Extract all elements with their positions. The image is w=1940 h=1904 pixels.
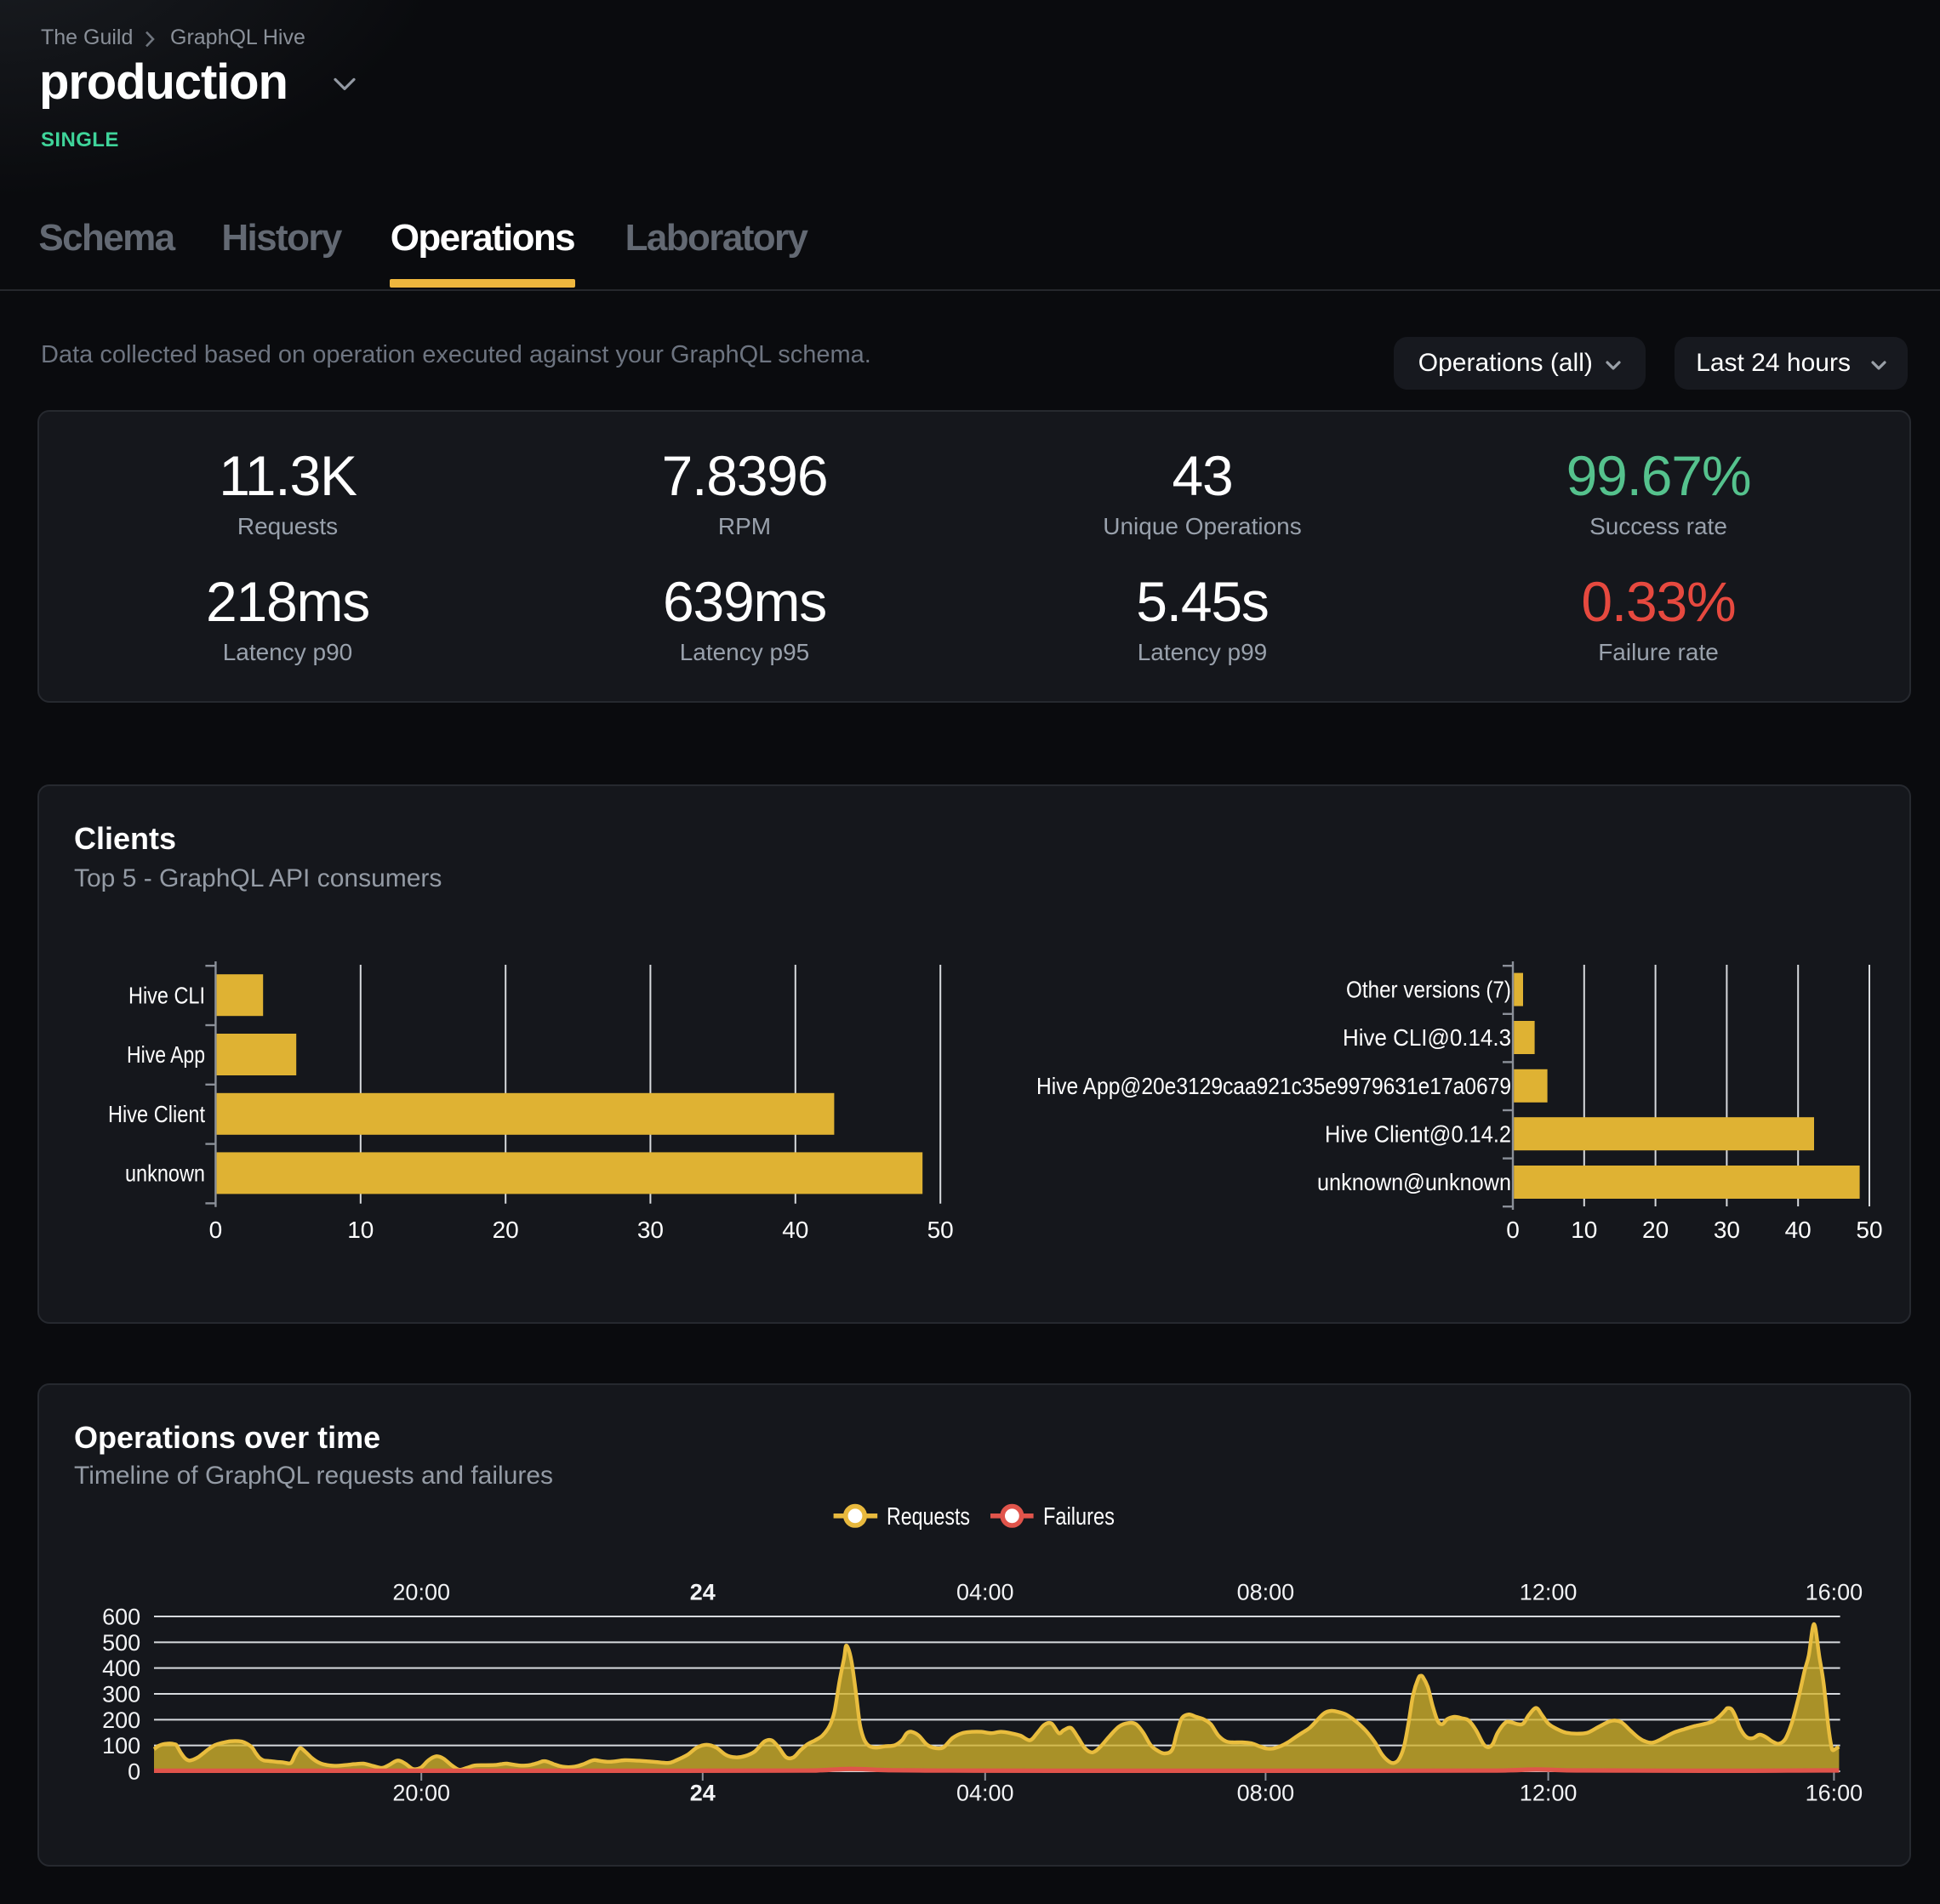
svg-text:24: 24	[690, 1781, 716, 1806]
svg-text:04:00: 04:00	[956, 1580, 1014, 1605]
svg-text:10: 10	[1571, 1217, 1597, 1243]
svg-text:24: 24	[690, 1580, 716, 1605]
svg-text:08:00: 08:00	[1237, 1781, 1295, 1806]
svg-text:400: 400	[102, 1656, 140, 1681]
svg-text:10: 10	[347, 1217, 374, 1243]
svg-text:300: 300	[102, 1682, 140, 1707]
svg-text:30: 30	[1714, 1217, 1740, 1243]
svg-text:Hive App@20e3129caa921c35e9979: Hive App@20e3129caa921c35e9979631e17a067…	[1036, 1073, 1511, 1099]
svg-text:20: 20	[1642, 1217, 1669, 1243]
svg-text:50: 50	[927, 1217, 954, 1243]
svg-text:40: 40	[1785, 1217, 1812, 1243]
svg-text:0: 0	[1506, 1217, 1520, 1243]
svg-text:600: 600	[102, 1605, 140, 1630]
svg-text:Hive Client@0.14.2: Hive Client@0.14.2	[1325, 1120, 1511, 1147]
svg-text:Hive App: Hive App	[127, 1041, 205, 1068]
svg-text:20:00: 20:00	[392, 1781, 450, 1806]
svg-text:16:00: 16:00	[1806, 1580, 1863, 1605]
svg-text:Hive CLI: Hive CLI	[128, 982, 205, 1008]
svg-text:500: 500	[102, 1630, 140, 1656]
svg-text:200: 200	[102, 1707, 140, 1733]
svg-text:04:00: 04:00	[956, 1781, 1014, 1806]
svg-text:20:00: 20:00	[392, 1580, 450, 1605]
svg-text:unknown: unknown	[125, 1160, 205, 1187]
svg-text:40: 40	[782, 1217, 808, 1243]
svg-text:Hive CLI@0.14.3: Hive CLI@0.14.3	[1343, 1024, 1511, 1051]
svg-text:0: 0	[209, 1217, 223, 1243]
svg-text:Requests: Requests	[887, 1503, 970, 1531]
svg-text:30: 30	[637, 1217, 664, 1243]
svg-text:Other versions (7): Other versions (7)	[1346, 977, 1511, 1003]
svg-text:Hive Client: Hive Client	[108, 1101, 205, 1127]
svg-text:08:00: 08:00	[1237, 1580, 1295, 1605]
svg-text:50: 50	[1856, 1217, 1882, 1243]
svg-text:16:00: 16:00	[1806, 1781, 1863, 1806]
svg-text:Failures: Failures	[1043, 1503, 1115, 1531]
svg-text:100: 100	[102, 1733, 140, 1759]
svg-text:0: 0	[128, 1759, 140, 1785]
svg-text:unknown@unknown: unknown@unknown	[1317, 1169, 1511, 1195]
svg-text:12:00: 12:00	[1520, 1580, 1578, 1605]
svg-text:20: 20	[493, 1217, 519, 1243]
svg-text:12:00: 12:00	[1520, 1781, 1578, 1806]
